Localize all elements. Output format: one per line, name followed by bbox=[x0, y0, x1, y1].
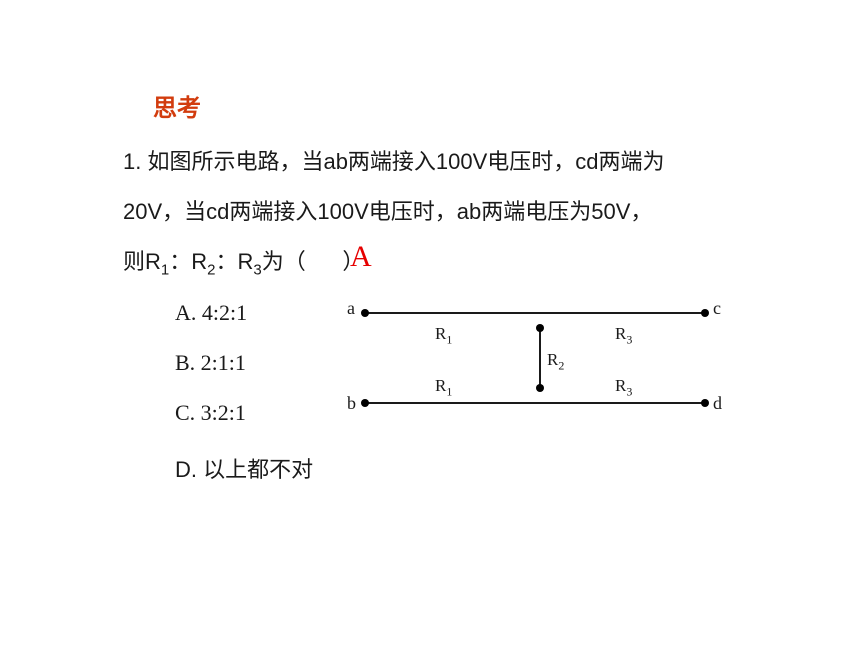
node-d-label: d bbox=[713, 393, 722, 414]
r3-top-label: R3 bbox=[615, 324, 632, 347]
node-a-label: a bbox=[347, 298, 355, 319]
r1-top-label: R1 bbox=[435, 324, 452, 347]
circuit-diagram: a b c d R1 R1 R2 R3 R3 bbox=[335, 298, 735, 428]
option-a: A. 4:2:1 bbox=[175, 300, 247, 326]
node-c-label: c bbox=[713, 298, 721, 319]
answer-letter: A bbox=[350, 240, 372, 274]
section-heading: 思考 bbox=[153, 88, 201, 123]
question-line-1: 1. 如图所示电路，当ab两端接入100V电压时，cd两端为 bbox=[123, 145, 665, 178]
option-b: B. 2:1:1 bbox=[175, 350, 246, 376]
option-c: C. 3:2:1 bbox=[175, 400, 246, 426]
node-b-label: b bbox=[347, 393, 356, 414]
question-line-3: 则R1：R2：R3为（ ） bbox=[123, 245, 364, 282]
r2-label: R2 bbox=[547, 350, 564, 373]
option-d: D. 以上都不对 bbox=[175, 452, 313, 484]
r3-bot-label: R3 bbox=[615, 376, 632, 399]
r1-bot-label: R1 bbox=[435, 376, 452, 399]
question-line-2: 20V，当cd两端接入100V电压时，ab两端电压为50V， bbox=[123, 195, 652, 228]
